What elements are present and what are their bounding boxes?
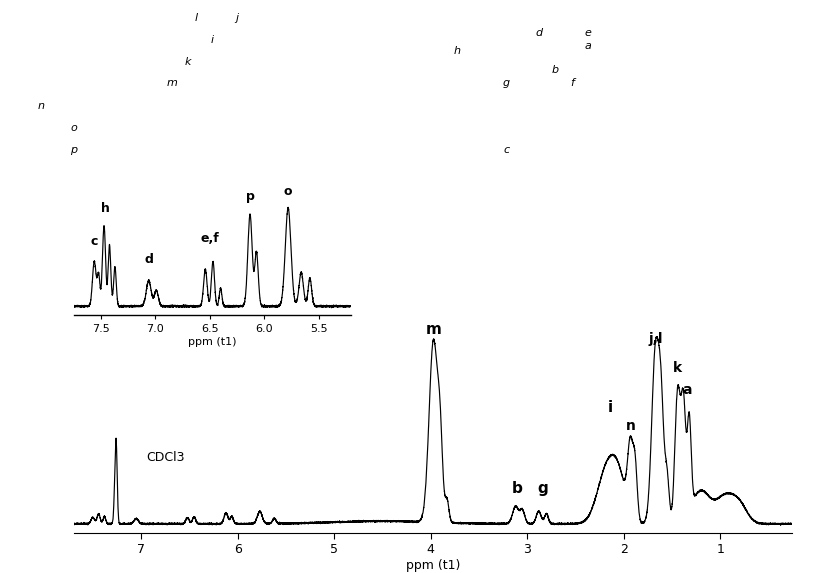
Text: m: m bbox=[426, 322, 441, 337]
Text: n: n bbox=[38, 101, 44, 111]
Text: g: g bbox=[503, 77, 510, 88]
Text: i: i bbox=[608, 400, 613, 415]
Text: j,l: j,l bbox=[648, 332, 663, 346]
Text: e: e bbox=[585, 28, 592, 38]
Text: b: b bbox=[552, 65, 559, 74]
Text: b: b bbox=[512, 481, 523, 496]
Text: k: k bbox=[673, 361, 682, 375]
Text: g: g bbox=[537, 481, 548, 496]
Text: e,f: e,f bbox=[200, 231, 219, 245]
Text: d: d bbox=[536, 28, 542, 38]
Text: c: c bbox=[503, 146, 510, 155]
Text: m: m bbox=[166, 77, 177, 88]
Text: h: h bbox=[454, 46, 461, 56]
Text: l: l bbox=[194, 13, 198, 23]
Text: d: d bbox=[145, 253, 153, 266]
Text: o: o bbox=[70, 123, 77, 134]
Text: p: p bbox=[70, 146, 77, 155]
Text: i: i bbox=[211, 36, 214, 45]
Text: o: o bbox=[283, 185, 292, 198]
Text: a: a bbox=[585, 41, 592, 51]
Text: c: c bbox=[91, 235, 98, 248]
Text: k: k bbox=[185, 57, 191, 68]
X-axis label: ppm (t1): ppm (t1) bbox=[406, 559, 460, 572]
Text: h: h bbox=[100, 202, 109, 214]
Text: p: p bbox=[246, 190, 254, 203]
X-axis label: ppm (t1): ppm (t1) bbox=[188, 337, 237, 347]
Text: a: a bbox=[682, 383, 692, 397]
Text: f: f bbox=[570, 77, 574, 88]
Text: n: n bbox=[626, 419, 636, 433]
Text: CDCl3: CDCl3 bbox=[146, 451, 185, 464]
Text: j: j bbox=[235, 13, 239, 23]
